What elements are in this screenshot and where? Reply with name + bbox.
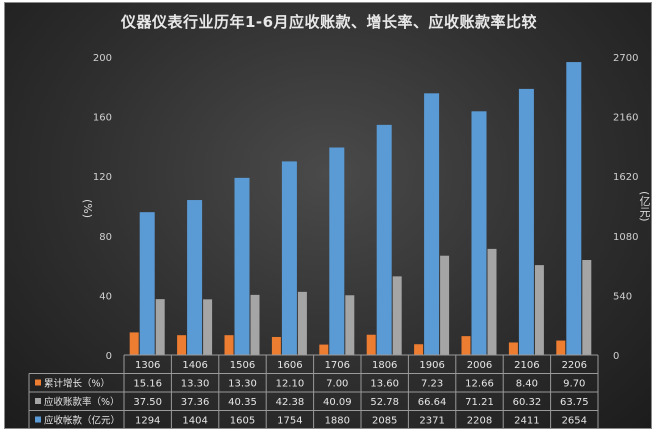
table-value: 1605 (230, 416, 255, 427)
table-value: 37.36 (181, 397, 210, 408)
table-value: 42.38 (276, 397, 305, 408)
bar-cumulative-growth (414, 344, 423, 355)
right-axis-tick: 1620 (613, 172, 638, 183)
bar-receivables (140, 212, 155, 355)
legend-entry: 应收账款率（%） (44, 396, 120, 408)
bar-receivables-ratio (535, 265, 544, 355)
bar-cumulative-growth (319, 345, 328, 355)
table-value: 12.66 (465, 379, 494, 390)
bar-receivables-ratio (345, 295, 354, 355)
bar-receivables (235, 178, 250, 355)
table-value: 37.50 (133, 397, 162, 408)
table-value: 2371 (419, 416, 444, 427)
table-category: 1906 (419, 360, 444, 371)
legend-swatch (35, 380, 41, 386)
table-value: 52.78 (370, 397, 399, 408)
table-value: 15.16 (133, 379, 162, 390)
bar-receivables-ratio (203, 299, 212, 355)
legend-swatch (35, 398, 41, 404)
bar-receivables (377, 125, 392, 355)
legend-entry: 应收帐款（亿元） (44, 415, 120, 427)
table-value: 66.64 (418, 397, 447, 408)
table-value: 71.21 (465, 397, 494, 408)
table-value: 1294 (135, 416, 160, 427)
bar-receivables (329, 148, 344, 355)
bar-receivables-ratio (251, 295, 260, 355)
legend-entry: 累计增长（%） (44, 378, 110, 390)
left-axis-tick: 200 (93, 53, 112, 64)
table-category: 1406 (182, 360, 207, 371)
table-category: 1706 (325, 360, 350, 371)
table-value: 2411 (514, 416, 539, 427)
bar-cumulative-growth (130, 332, 139, 355)
table-value: 2654 (562, 416, 587, 427)
right-axis-tick: 2700 (613, 53, 638, 64)
bar-cumulative-growth (367, 335, 376, 355)
bar-receivables-ratio (156, 299, 165, 355)
table-category: 1306 (135, 360, 160, 371)
table-category: 1506 (230, 360, 255, 371)
bar-receivables (519, 89, 534, 355)
bar-cumulative-growth (556, 341, 565, 355)
chart-plot: 0 40 80 120 160 200 0 540 1080 1620 2160 2700 1306 14… (5, 3, 652, 429)
table-value: 9.70 (563, 379, 585, 390)
table-category: 1606 (277, 360, 302, 371)
bar-receivables-ratio (298, 292, 307, 355)
left-axis-tick: 0 (106, 351, 112, 362)
left-axis-tick: 40 (99, 291, 112, 302)
bar-receivables (472, 111, 487, 355)
table-value: 60.32 (513, 397, 542, 408)
table-value: 40.35 (228, 397, 257, 408)
bar-receivables (282, 161, 297, 355)
table-value: 1880 (325, 416, 350, 427)
left-axis-tick: 80 (99, 232, 112, 243)
bar-receivables (424, 93, 439, 355)
right-axis-tick: 1080 (613, 232, 638, 243)
table-value: 1754 (277, 416, 302, 427)
legend-swatch (35, 417, 41, 423)
table-value: 7.23 (421, 379, 443, 390)
table-value: 13.60 (370, 379, 399, 390)
bar-cumulative-growth (509, 342, 518, 355)
table-value: 2085 (372, 416, 397, 427)
bar-receivables-ratio (393, 276, 402, 355)
table-value: 12.10 (276, 379, 305, 390)
table-value: 13.30 (228, 379, 257, 390)
table-value: 63.75 (560, 397, 589, 408)
left-axis-tick: 120 (93, 172, 112, 183)
bar-receivables (566, 62, 581, 355)
table-value: 40.09 (323, 397, 352, 408)
bar-cumulative-growth (462, 336, 471, 355)
table-value: 13.30 (181, 379, 210, 390)
bar-receivables-ratio (582, 260, 591, 355)
bar-cumulative-growth (272, 337, 281, 355)
left-axis-tick: 160 (93, 113, 112, 124)
table-value: 1404 (182, 416, 207, 427)
bar-receivables (187, 200, 202, 355)
bar-cumulative-growth (177, 335, 186, 355)
table-value: 7.00 (326, 379, 348, 390)
table-value: 8.40 (516, 379, 538, 390)
bar-receivables-ratio (488, 249, 497, 355)
right-axis-tick: 2160 (613, 113, 638, 124)
right-axis-tick: 540 (613, 291, 632, 302)
table-category: 2206 (562, 360, 587, 371)
table-category: 1806 (372, 360, 397, 371)
bar-receivables-ratio (440, 256, 449, 355)
bar-cumulative-growth (225, 335, 234, 355)
table-category: 2006 (467, 360, 492, 371)
table-value: 2208 (467, 416, 492, 427)
right-axis-tick: 0 (613, 351, 619, 362)
table-category: 2106 (514, 360, 539, 371)
